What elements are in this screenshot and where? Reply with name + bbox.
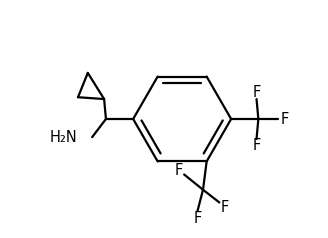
Text: F: F — [194, 211, 202, 226]
Text: F: F — [280, 111, 289, 127]
Text: F: F — [253, 85, 261, 100]
Text: H₂N: H₂N — [49, 130, 77, 145]
Text: F: F — [174, 163, 183, 178]
Text: F: F — [253, 138, 261, 153]
Text: F: F — [221, 200, 229, 215]
